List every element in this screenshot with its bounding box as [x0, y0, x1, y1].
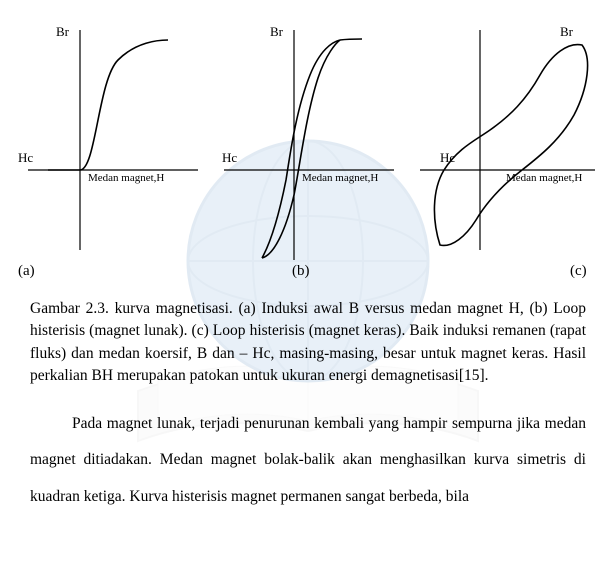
panel-label-a: (a)	[18, 263, 35, 280]
hc-label-b: Hc	[222, 150, 237, 166]
charts-row: Br Hc Medan magnet,H (a) Br Hc Medan mag…	[0, 0, 616, 280]
xaxis-label-a: Medan magnet,H	[88, 172, 164, 184]
br-label-c: Br	[560, 24, 573, 40]
panel-label-b: (b)	[292, 263, 310, 280]
panel-label-c: (c)	[570, 263, 587, 280]
xaxis-label-c: Medan magnet,H	[506, 172, 582, 184]
body-paragraph: Pada magnet lunak, terjadi penurunan kem…	[0, 388, 616, 515]
chart-b: Br Hc Medan magnet,H (b)	[214, 20, 402, 280]
hc-label-a: Hc	[18, 150, 33, 166]
xaxis-label-b: Medan magnet,H	[302, 172, 378, 184]
chart-c: Br Hc Medan magnet,H (c)	[410, 20, 598, 280]
br-label-b: Br	[270, 24, 283, 40]
hc-label-c: Hc	[440, 150, 455, 166]
chart-a: Br Hc Medan magnet,H (a)	[18, 20, 206, 280]
br-label-a: Br	[56, 24, 69, 40]
figure-caption: Gambar 2.3. kurva magnetisasi. (a) Induk…	[0, 280, 616, 388]
